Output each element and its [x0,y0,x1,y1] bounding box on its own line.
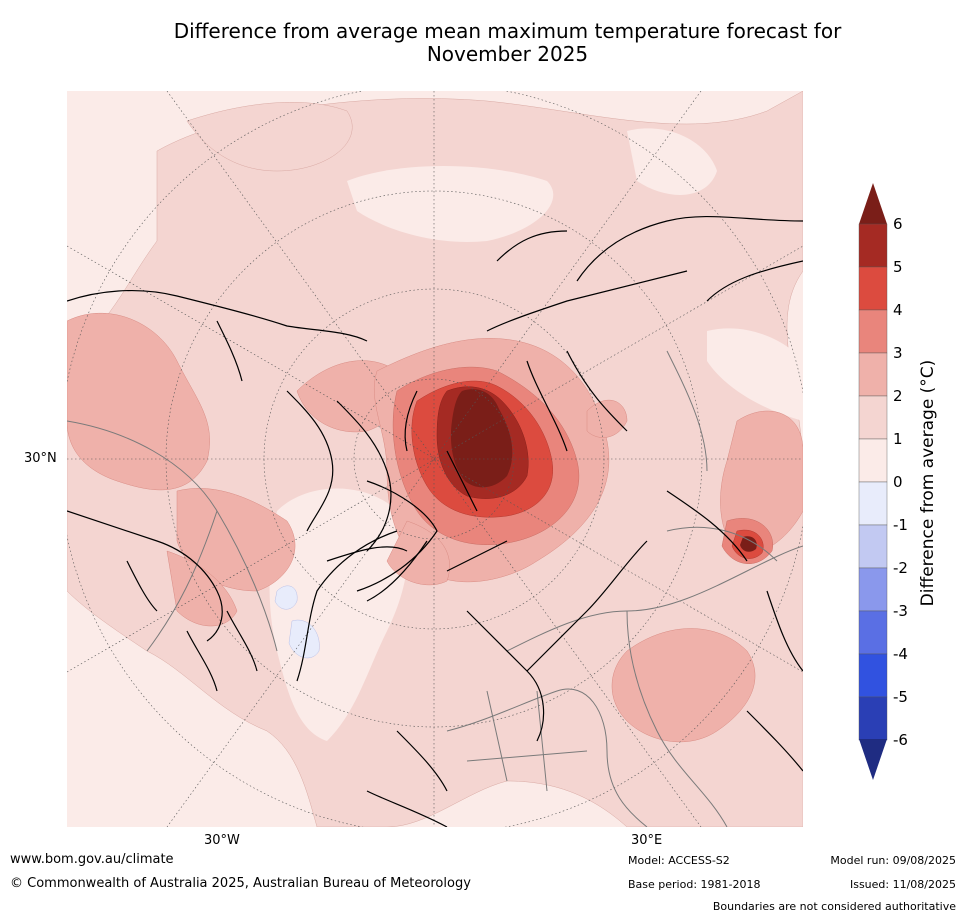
footer-copyright: © Commonwealth of Australia 2025, Austra… [10,876,471,891]
title-line-2: November 2025 [426,42,589,66]
colorbar-band [858,309,888,354]
colorbar-tick-label: -5 [893,688,908,706]
colorbar-tick-label: -3 [893,602,908,620]
colorbar-tick-label: 4 [893,301,903,319]
colorbar-bands [858,223,888,741]
colorbar-extend-high [859,183,887,224]
colorbar-band [858,696,888,741]
colorbar-band [858,266,888,311]
coastlines [67,215,803,827]
colorbar-band [858,567,888,612]
colorbar-tick-label: -6 [893,731,908,749]
colorbar-extend-low [859,739,887,780]
colorbar-tick-label: -4 [893,645,908,663]
colorbar-band [858,395,888,440]
lon-label-30e: 30°E [631,833,663,848]
anomaly-level-0-1-patches [269,128,803,741]
footer-issued: Issued: 11/08/2025 [849,878,956,891]
colorbar-tick-label: 3 [893,344,903,362]
colorbar-band [858,438,888,483]
footer-website[interactable]: www.bom.gov.au/climate [10,852,174,867]
colorbar-tick-label: 6 [893,215,903,233]
colorbar-tick-label: -2 [893,559,908,577]
title-line-1: Difference from average mean maximum tem… [173,19,842,43]
colorbar-band [858,223,888,268]
forecast-map [67,91,803,827]
map-svg [67,91,803,827]
colorbar-band [858,653,888,698]
chart-title: Difference from average mean maximum tem… [0,20,965,66]
colorbar-tick-label: 2 [893,387,903,405]
colorbar-tick-label: 1 [893,430,903,448]
lat-label-30n: 30°N [24,451,57,466]
colorbar-band [858,352,888,397]
lon-label-30w: 30°W [204,833,240,848]
national-borders [67,350,803,827]
footer-model-run: Model run: 09/08/2025 [830,854,956,867]
colorbar-band [858,481,888,526]
anomaly-level-above-6 [450,389,757,552]
footer-model: Model: ACCESS-S2 [628,854,730,867]
footer-disclaimer: Boundaries are not considered authoritat… [712,900,956,913]
colorbar-tick-label: -1 [893,516,908,534]
colorbar-band [858,610,888,655]
colorbar-label: Difference from average (°C) [918,359,938,607]
colorbar-tick-label: 5 [893,258,903,276]
colorbar-tick-label: 0 [893,473,903,491]
colorbar-svg [858,183,888,780]
colorbar-band [858,524,888,569]
footer-base-period: Base period: 1981-2018 [628,878,761,891]
colorbar: 6 5 4 3 2 1 0 -1 -2 -3 -4 -5 -6 [855,180,965,785]
